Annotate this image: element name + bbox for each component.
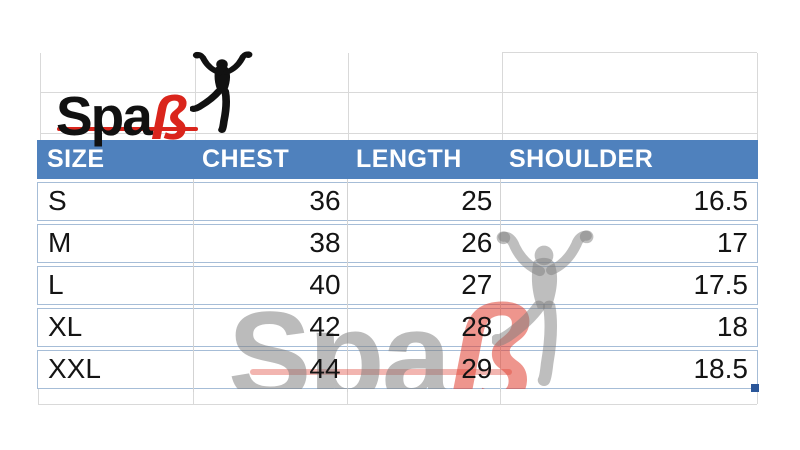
table-header-row: SIZE CHEST LENGTH SHOULDER (37, 140, 758, 179)
gridline (40, 53, 41, 140)
cell-size[interactable]: M (48, 227, 72, 258)
gridline (193, 389, 194, 404)
gridline (195, 53, 196, 140)
logo-text-accent: ß (150, 84, 189, 153)
column-header-length[interactable]: LENGTH (356, 145, 462, 173)
selection-fill-handle[interactable] (751, 384, 759, 392)
cell-size[interactable]: XXL (48, 353, 101, 384)
cell-length[interactable]: 28 (461, 311, 493, 342)
gridline (193, 179, 194, 392)
gridline (500, 389, 501, 404)
table-row: S 36 25 16.5 (37, 182, 758, 221)
gridline (502, 52, 757, 53)
cell-length[interactable]: 26 (461, 227, 493, 258)
cell-shoulder[interactable]: 17.5 (693, 269, 748, 300)
table-row: M 38 26 17 (37, 224, 758, 263)
cell-chest[interactable]: 38 (309, 227, 341, 258)
logo-underline (57, 127, 198, 131)
cell-chest[interactable]: 44 (309, 353, 341, 384)
gridline (40, 133, 757, 134)
gridline (757, 53, 758, 140)
gridline (347, 389, 348, 404)
gridline (40, 92, 757, 93)
cell-length[interactable]: 27 (461, 269, 493, 300)
gridline (502, 53, 503, 140)
column-header-shoulder[interactable]: SHOULDER (509, 145, 654, 173)
cell-length[interactable]: 29 (461, 353, 493, 384)
size-chart-table: SIZE CHEST LENGTH SHOULDER S 36 25 16.5 … (37, 140, 758, 392)
cell-shoulder[interactable]: 17 (716, 227, 748, 258)
column-header-chest[interactable]: CHEST (202, 145, 290, 173)
flexing-man-silhouette-icon (190, 49, 254, 134)
gridline (38, 389, 39, 404)
gridline (38, 404, 757, 405)
gridline (348, 53, 349, 140)
cell-size[interactable]: XL (48, 311, 83, 342)
cell-shoulder[interactable]: 16.5 (693, 185, 748, 216)
cell-chest[interactable]: 42 (309, 311, 341, 342)
table-row: XL 42 28 18 (37, 308, 758, 347)
cell-chest[interactable]: 36 (309, 185, 341, 216)
table-row: XXL 44 29 18.5 (37, 350, 758, 389)
gridline (757, 389, 758, 404)
cell-size[interactable]: L (48, 269, 64, 300)
cell-shoulder[interactable]: 18 (716, 311, 748, 342)
brand-logo: Spaß (56, 84, 188, 149)
column-header-size[interactable]: SIZE (47, 145, 105, 173)
table-row: L 40 27 17.5 (37, 266, 758, 305)
cell-shoulder[interactable]: 18.5 (693, 353, 748, 384)
logo-text-main: Spa (56, 85, 153, 147)
cell-length[interactable]: 25 (461, 185, 493, 216)
gridline (347, 179, 348, 392)
cell-size[interactable]: S (48, 185, 67, 216)
cell-chest[interactable]: 40 (309, 269, 341, 300)
